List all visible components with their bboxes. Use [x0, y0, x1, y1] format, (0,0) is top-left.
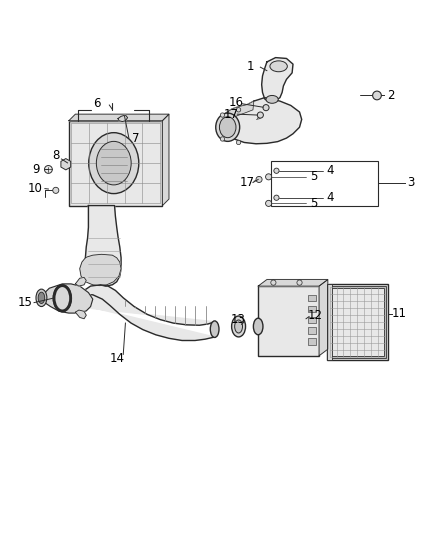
- Circle shape: [297, 280, 302, 285]
- Polygon shape: [80, 254, 121, 286]
- Circle shape: [265, 200, 272, 206]
- Circle shape: [237, 140, 241, 144]
- Bar: [308, 295, 316, 301]
- Bar: [69, 120, 162, 206]
- Text: 5: 5: [310, 197, 318, 210]
- Text: 9: 9: [32, 163, 40, 175]
- Bar: [258, 286, 319, 356]
- Polygon shape: [221, 98, 302, 144]
- Bar: [331, 288, 384, 356]
- Polygon shape: [221, 101, 254, 136]
- Text: 4: 4: [326, 164, 334, 177]
- Ellipse shape: [270, 61, 287, 72]
- Circle shape: [274, 168, 279, 173]
- Polygon shape: [258, 279, 328, 286]
- Ellipse shape: [210, 321, 219, 337]
- Circle shape: [265, 174, 272, 180]
- Polygon shape: [41, 284, 93, 313]
- Bar: [327, 284, 388, 360]
- Ellipse shape: [219, 117, 236, 138]
- Text: 4: 4: [326, 191, 334, 204]
- Circle shape: [220, 113, 225, 117]
- Circle shape: [373, 91, 381, 100]
- Polygon shape: [118, 115, 127, 122]
- Ellipse shape: [235, 320, 243, 333]
- Ellipse shape: [38, 292, 45, 303]
- Ellipse shape: [89, 133, 139, 193]
- Ellipse shape: [36, 289, 47, 306]
- Circle shape: [256, 176, 262, 182]
- Text: 12: 12: [308, 309, 323, 322]
- Text: 17: 17: [240, 176, 255, 189]
- Polygon shape: [66, 285, 215, 341]
- Polygon shape: [75, 310, 86, 319]
- Text: 8: 8: [52, 149, 60, 162]
- Bar: [329, 286, 386, 358]
- Ellipse shape: [253, 318, 263, 335]
- Polygon shape: [85, 206, 121, 286]
- Ellipse shape: [232, 316, 246, 337]
- Bar: [308, 338, 316, 345]
- Bar: [308, 317, 316, 323]
- Text: 17: 17: [223, 108, 238, 120]
- Circle shape: [237, 108, 241, 112]
- Text: 15: 15: [18, 296, 33, 309]
- Polygon shape: [162, 114, 169, 206]
- Polygon shape: [261, 58, 293, 102]
- Ellipse shape: [216, 113, 240, 141]
- Text: 11: 11: [391, 307, 406, 320]
- Bar: [327, 284, 332, 360]
- Text: 5: 5: [310, 171, 318, 183]
- Text: 3: 3: [407, 176, 414, 189]
- Text: 2: 2: [387, 89, 395, 102]
- Polygon shape: [319, 279, 328, 356]
- Text: 16: 16: [229, 96, 244, 109]
- Polygon shape: [69, 114, 169, 120]
- Circle shape: [45, 166, 52, 173]
- Ellipse shape: [96, 141, 131, 185]
- Circle shape: [271, 280, 276, 285]
- Ellipse shape: [266, 95, 278, 103]
- Text: 10: 10: [28, 182, 43, 195]
- Circle shape: [53, 187, 59, 193]
- Bar: [308, 305, 316, 312]
- Text: 13: 13: [231, 313, 246, 326]
- Polygon shape: [75, 277, 86, 286]
- Circle shape: [220, 137, 225, 141]
- Text: 7: 7: [132, 132, 139, 144]
- Text: 6: 6: [93, 97, 101, 110]
- Bar: [308, 327, 316, 334]
- Circle shape: [274, 195, 279, 200]
- Text: 14: 14: [109, 352, 124, 365]
- Circle shape: [257, 112, 263, 118]
- Circle shape: [263, 104, 269, 111]
- Text: 1: 1: [247, 60, 254, 73]
- Bar: [271, 161, 378, 206]
